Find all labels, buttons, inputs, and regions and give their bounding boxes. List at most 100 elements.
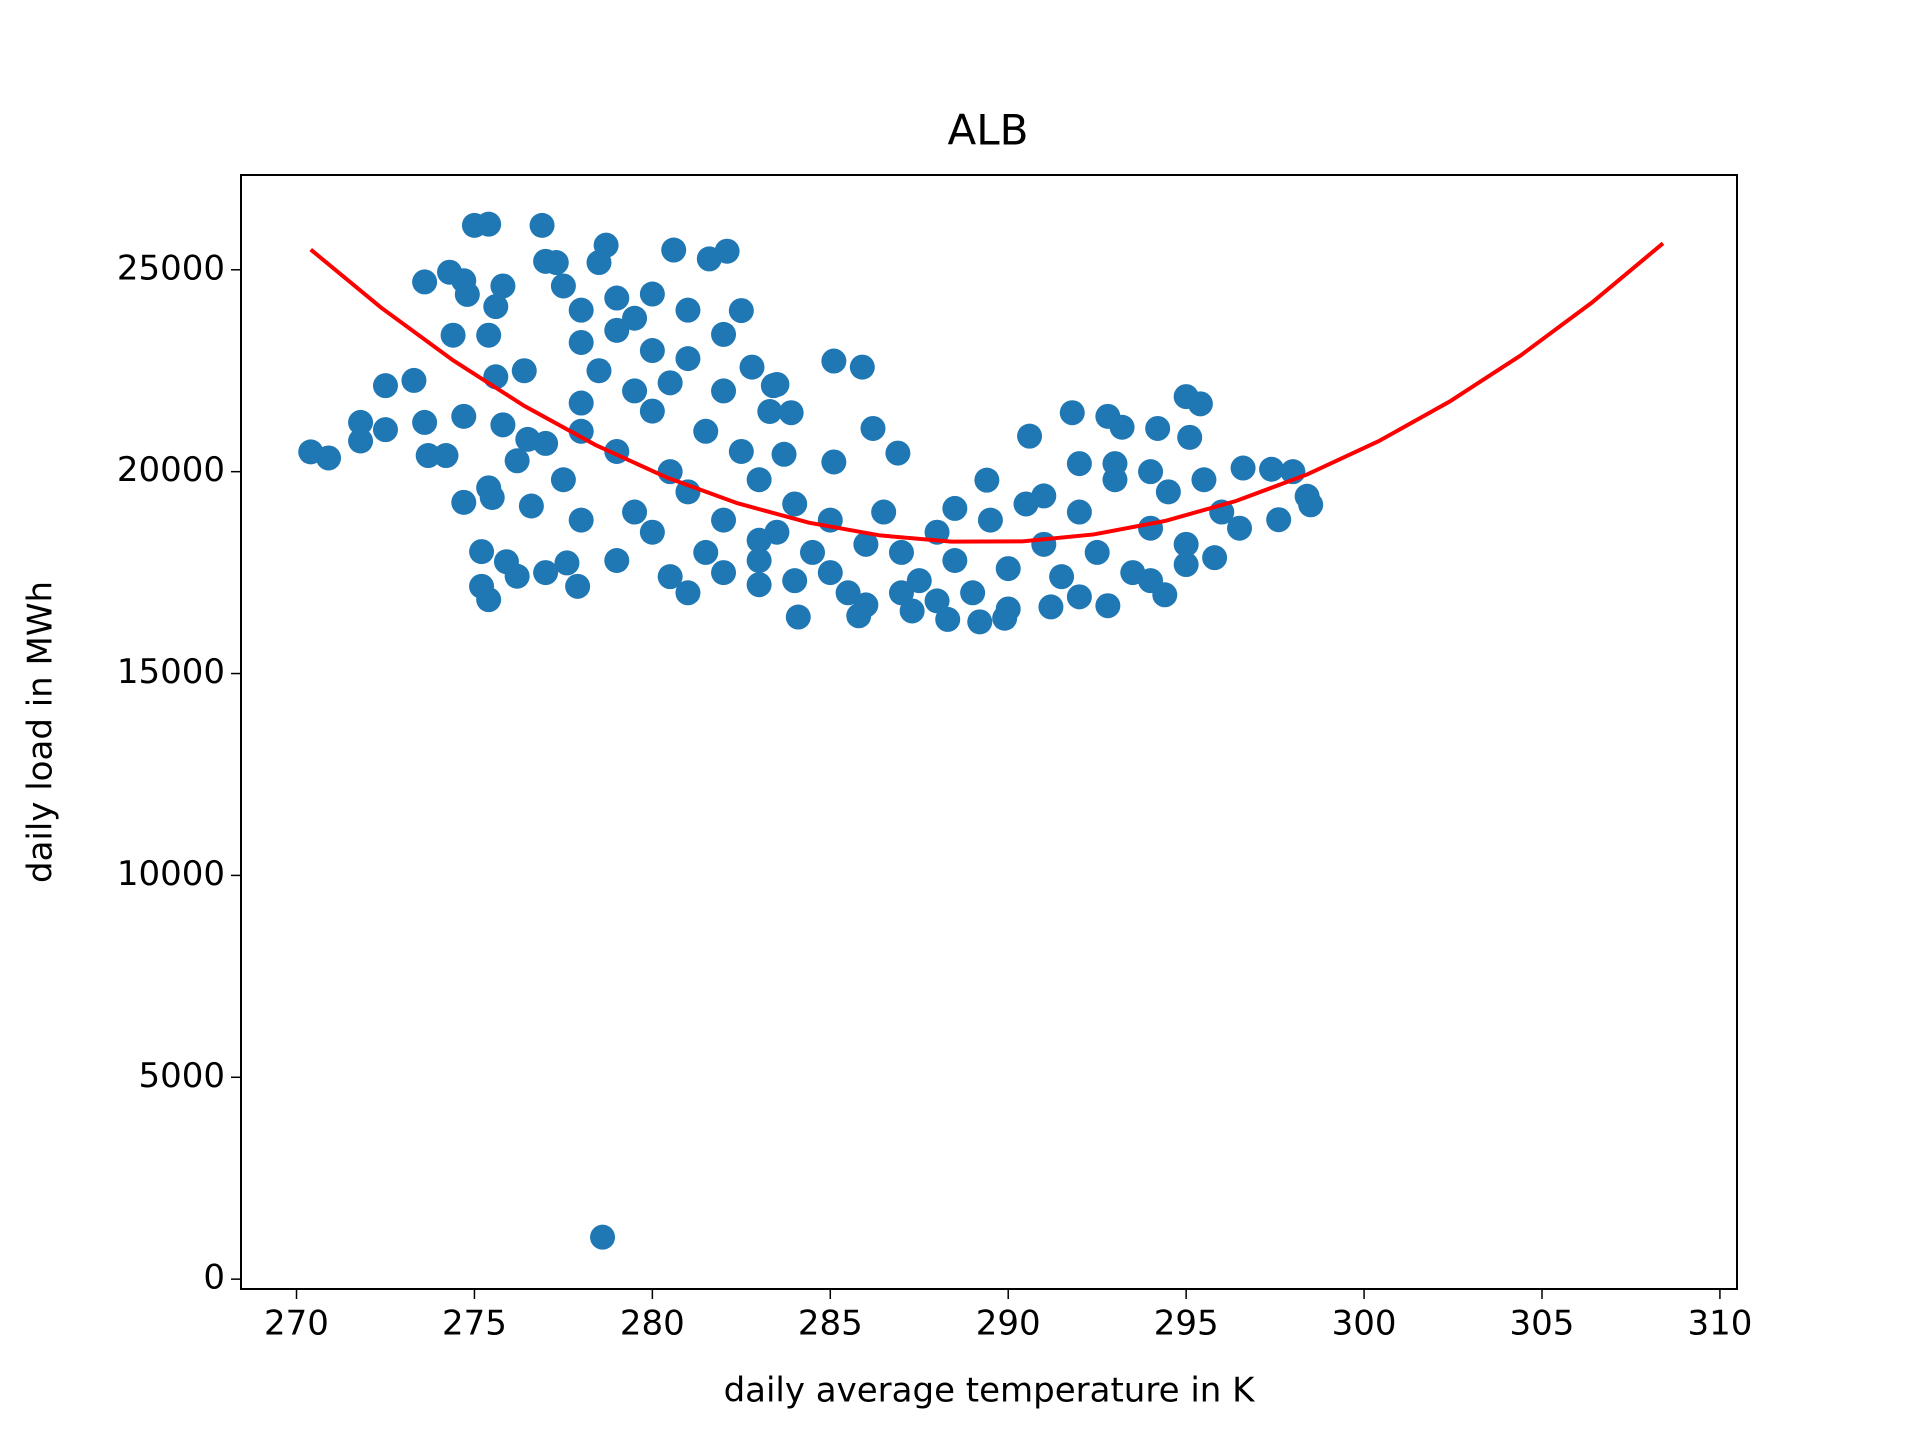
scatter-point <box>1155 479 1181 505</box>
scatter-point <box>479 485 505 511</box>
plot-frame <box>240 174 1738 1290</box>
scatter-point <box>518 493 544 519</box>
x-tick-label: 310 <box>1687 1304 1752 1344</box>
scatter-point <box>593 232 619 258</box>
scatter-point <box>757 399 783 425</box>
scatter-point <box>469 539 495 565</box>
scatter-point <box>821 348 847 374</box>
scatter-point <box>639 398 665 424</box>
scatter-point <box>1066 584 1092 610</box>
x-tick-label: 275 <box>442 1304 507 1344</box>
scatter-point <box>871 499 897 525</box>
scatter-point <box>454 281 480 307</box>
scatter-point <box>899 598 925 624</box>
scatter-point <box>935 606 961 632</box>
scatter-point <box>711 507 737 533</box>
scatter-point <box>568 390 594 416</box>
x-tick-label: 285 <box>798 1304 863 1344</box>
scatter-point <box>1145 415 1171 441</box>
scatter-point <box>565 573 591 599</box>
scatter-point <box>888 539 914 565</box>
scatter-point <box>490 273 516 299</box>
scatter-point <box>714 238 740 264</box>
scatter-point <box>1066 451 1092 477</box>
scatter-point <box>746 527 772 553</box>
scatter-point <box>785 604 811 630</box>
scatter-point <box>657 370 683 396</box>
scatter-point <box>860 415 886 441</box>
x-tick-label: 290 <box>976 1304 1041 1344</box>
scatter-point <box>799 539 825 565</box>
scatter-point <box>533 560 559 586</box>
scatter-point <box>604 285 630 311</box>
scatter-point <box>782 491 808 517</box>
scatter-point <box>657 564 683 590</box>
scatter-point <box>476 322 502 348</box>
y-tick-label: 10000 <box>117 854 225 894</box>
scatter-point <box>746 467 772 493</box>
scatter-point <box>942 547 968 573</box>
y-tick-label: 25000 <box>117 248 225 288</box>
scatter-point <box>504 563 530 589</box>
scatter-point <box>372 417 398 443</box>
scatter-point <box>1177 424 1203 450</box>
scatter-point <box>1109 414 1135 440</box>
scatter-point <box>853 592 879 618</box>
scatter-point <box>476 587 502 613</box>
scatter-point <box>412 269 438 295</box>
scatter-point <box>1227 515 1253 541</box>
y-tick-label: 5000 <box>138 1056 225 1096</box>
scatter-point <box>885 440 911 466</box>
scatter-point <box>511 358 537 384</box>
scatter-point <box>550 467 576 493</box>
scatter-point <box>604 317 630 343</box>
scatter-point <box>1017 423 1043 449</box>
x-tick-label: 305 <box>1510 1304 1575 1344</box>
scatter-point <box>995 596 1021 622</box>
scatter-point <box>440 322 466 348</box>
scatter-point <box>543 250 569 276</box>
scatter-point <box>1173 552 1199 578</box>
scatter-point <box>622 378 648 404</box>
scatter-point <box>568 329 594 355</box>
y-tick-label: 15000 <box>117 652 225 692</box>
scatter-point <box>711 560 737 586</box>
scatter-point <box>942 495 968 521</box>
scatter-point <box>746 572 772 598</box>
scatter-point <box>1084 539 1110 565</box>
scatter-point <box>675 297 701 323</box>
scatter-point <box>960 580 986 606</box>
scatter-point <box>483 294 509 320</box>
y-axis-label: daily load in MWh <box>21 581 61 883</box>
x-tick-label: 270 <box>264 1304 329 1344</box>
scatter-point <box>675 580 701 606</box>
scatter-point <box>693 539 719 565</box>
scatter-point <box>1230 455 1256 481</box>
scatter-point <box>967 609 993 635</box>
scatter-point <box>550 273 576 299</box>
scatter-point <box>995 556 1021 582</box>
scatter-point <box>1294 483 1320 509</box>
scatter-point <box>711 321 737 347</box>
scatter-point <box>372 373 398 399</box>
scatter-point <box>1095 593 1121 619</box>
scatter-point <box>739 354 765 380</box>
y-tick-label: 0 <box>203 1258 225 1298</box>
scatter-point <box>1202 545 1228 571</box>
scatter-point <box>661 237 687 263</box>
scatter-point <box>490 412 516 438</box>
x-tick-label: 280 <box>620 1304 685 1344</box>
scatter-point <box>415 443 441 469</box>
x-tick-label: 295 <box>1154 1304 1219 1344</box>
chart-title: ALB <box>948 106 1029 155</box>
scatter-point <box>451 489 477 515</box>
scatter-point <box>639 338 665 364</box>
scatter-point <box>1138 515 1164 541</box>
scatter-point <box>817 560 843 586</box>
scatter-point <box>924 588 950 614</box>
scatter-point <box>568 297 594 323</box>
scatter-point <box>1191 467 1217 493</box>
scatter-point <box>746 547 772 573</box>
scatter-point <box>675 346 701 372</box>
